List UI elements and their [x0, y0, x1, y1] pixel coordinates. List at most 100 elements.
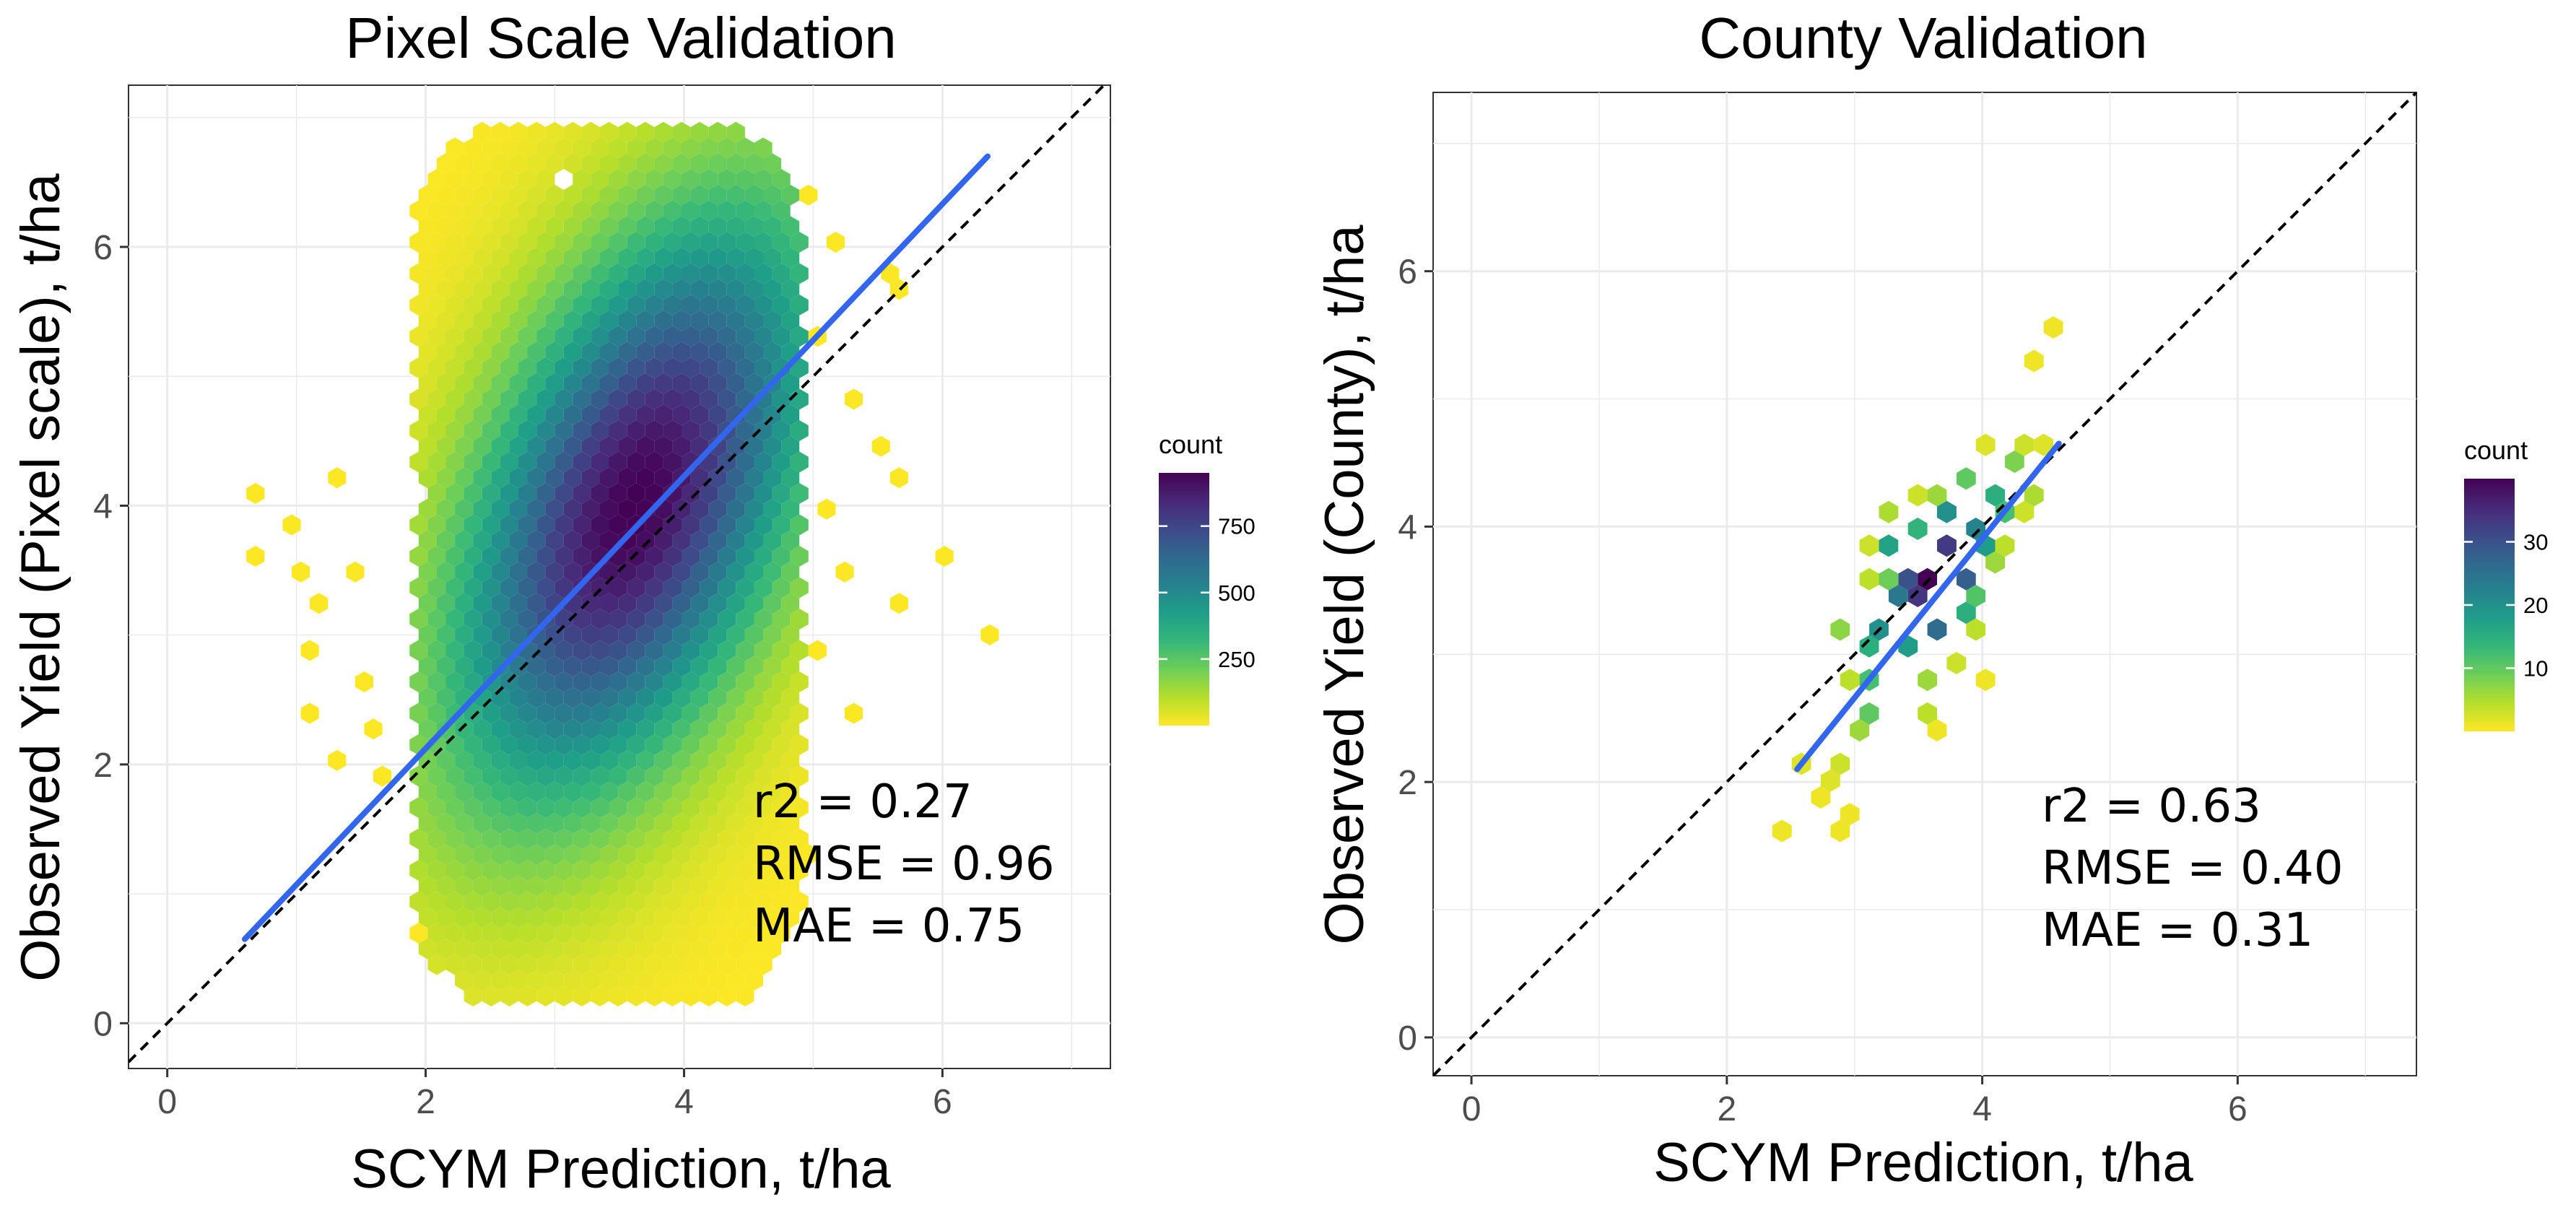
hexbin	[708, 153, 727, 175]
hexbin	[726, 184, 745, 206]
hexbin	[464, 388, 482, 410]
hexbin	[763, 718, 782, 740]
hexbin	[554, 891, 573, 913]
hexbin	[1927, 484, 1947, 507]
hexbin	[700, 483, 718, 504]
hexbin	[545, 467, 564, 489]
hexbin	[482, 985, 500, 1006]
hexbin	[418, 184, 437, 206]
hexbin	[563, 216, 582, 238]
hexbin	[654, 687, 673, 708]
hexbin	[563, 310, 582, 331]
hexbin	[781, 656, 800, 677]
hexbin	[618, 718, 637, 740]
hexbin	[527, 781, 546, 803]
hexbin	[581, 593, 600, 614]
hexbin	[690, 184, 709, 206]
hexbin	[418, 498, 437, 520]
hexbin	[754, 734, 773, 755]
hexbin	[464, 671, 482, 692]
hexbin	[790, 860, 809, 881]
hexbin	[682, 546, 700, 567]
hexbin	[772, 169, 791, 190]
hexbin	[1879, 500, 1899, 523]
hexbin	[700, 828, 718, 850]
hexbin	[364, 718, 383, 740]
hexbin	[718, 702, 736, 724]
hexbin	[473, 404, 492, 426]
hexbin	[609, 577, 627, 599]
hexbin	[409, 702, 428, 724]
hexbin	[527, 907, 546, 928]
hexbin	[2024, 349, 2044, 373]
hexbin	[690, 593, 709, 614]
hexbin	[618, 624, 637, 645]
y-tick-label: 0	[93, 1005, 113, 1043]
hexbin	[654, 153, 673, 175]
hexbin	[763, 812, 782, 834]
hexbin	[536, 263, 555, 284]
hexbin	[1975, 669, 1996, 692]
hexbin	[418, 467, 437, 489]
hexbin	[726, 718, 745, 740]
hexbin	[455, 216, 474, 238]
hexbin	[464, 232, 482, 253]
hexbin	[781, 530, 800, 552]
hexbin	[700, 263, 718, 284]
hexbin	[409, 640, 428, 661]
hexbin	[645, 891, 663, 913]
hexbin	[554, 640, 573, 661]
hexbin	[618, 907, 637, 928]
hexbin	[581, 153, 600, 175]
hexbin	[736, 451, 754, 473]
hexbin	[563, 875, 582, 897]
hexbin	[682, 263, 700, 284]
hexbin	[482, 954, 500, 975]
hexbin	[464, 734, 482, 755]
hexbin	[409, 828, 428, 850]
hexbin	[445, 137, 464, 159]
hexbin	[464, 451, 482, 473]
hexbin	[663, 702, 682, 724]
hexbin	[500, 232, 518, 253]
hexbin	[744, 341, 763, 363]
hexbin	[654, 624, 673, 645]
hexbin	[473, 656, 492, 677]
hexbin	[500, 985, 518, 1006]
hexbin	[627, 577, 645, 599]
hexbin	[328, 467, 347, 489]
stat-rmse: RMSE = 0.40	[2042, 842, 2344, 895]
hexbin	[500, 797, 518, 818]
hexbin	[1995, 534, 2015, 557]
hexbin	[455, 749, 474, 771]
x-tick-label: 2	[416, 1083, 435, 1121]
hexbin	[563, 247, 582, 269]
hexbin	[427, 765, 446, 787]
hexbin	[645, 640, 663, 661]
hexbin	[772, 860, 791, 881]
hexbin	[418, 875, 437, 897]
hexbin	[772, 514, 791, 536]
hexbin	[482, 546, 500, 567]
y-axis-title: Observed Yield (Pixel scale), t/ha	[10, 173, 71, 982]
hexbin	[700, 860, 718, 881]
hexbin	[1772, 819, 1792, 843]
hexbin	[482, 640, 500, 661]
hexbin	[346, 561, 365, 583]
hexbin	[491, 216, 510, 238]
hexbin	[418, 216, 437, 238]
hexbin	[654, 907, 673, 928]
hexbin	[726, 624, 745, 645]
hexbin	[563, 498, 582, 520]
hexbin	[2024, 484, 2044, 507]
hexbin	[527, 498, 546, 520]
hexbin	[464, 923, 482, 944]
hexbin	[591, 483, 609, 504]
hexbin	[781, 718, 800, 740]
hexbin	[682, 954, 700, 975]
hexbin	[518, 514, 537, 536]
hexbin	[581, 498, 600, 520]
hexbin	[1907, 585, 1928, 607]
hexbin	[473, 812, 492, 834]
hexbin	[744, 970, 763, 991]
